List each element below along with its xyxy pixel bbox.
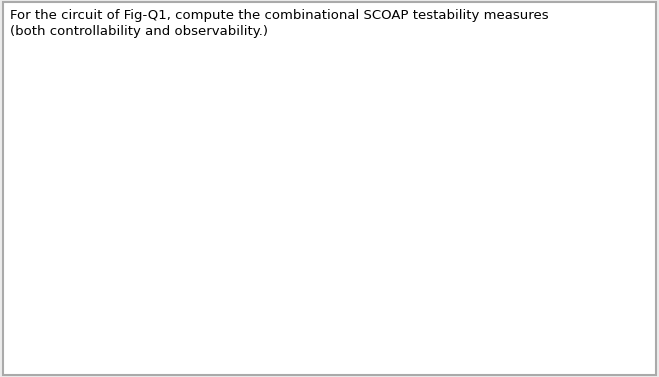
Text: $F_2$: $F_2$ (567, 292, 581, 307)
Text: For the circuit of Fig-Q1, compute the combinational SCOAP testability measures: For the circuit of Fig-Q1, compute the c… (10, 9, 548, 22)
Text: $x_2$: $x_2$ (132, 223, 146, 236)
Text: $z_4$: $z_4$ (411, 303, 423, 315)
Text: $z_1$: $z_1$ (281, 274, 293, 285)
Text: $x_3$: $x_3$ (131, 270, 146, 284)
Text: Fig Q1: Fig Q1 (343, 356, 387, 370)
Text: e: e (399, 247, 405, 257)
Text: $x_5$: $x_5$ (131, 330, 146, 343)
Text: $F_1$: $F_1$ (567, 226, 582, 241)
Text: d: d (293, 296, 301, 307)
Text: $x_4$: $x_4$ (131, 297, 146, 310)
Text: (both controllability and observability.): (both controllability and observability.… (10, 25, 268, 37)
Text: $x_1$: $x_1$ (131, 174, 146, 187)
Text: f: f (418, 272, 422, 282)
Text: b: b (214, 265, 221, 275)
Text: a: a (266, 188, 273, 198)
Text: c: c (274, 275, 280, 285)
Text: $z_2$: $z_2$ (411, 188, 423, 200)
Text: $z_3$: $z_3$ (416, 246, 428, 257)
